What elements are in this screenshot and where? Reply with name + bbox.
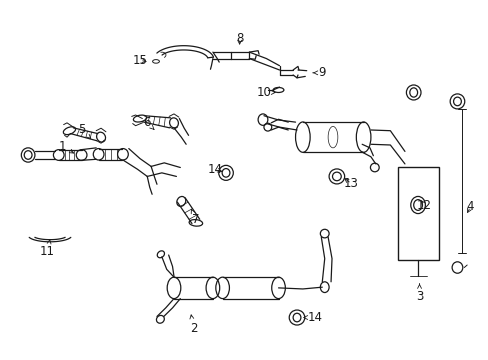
- Text: 1: 1: [58, 140, 73, 153]
- Text: 10: 10: [256, 86, 275, 99]
- Text: 3: 3: [415, 284, 422, 303]
- Text: 4: 4: [466, 200, 473, 213]
- Text: 12: 12: [416, 198, 431, 212]
- Text: 14: 14: [303, 311, 322, 324]
- Text: 6: 6: [143, 116, 154, 130]
- Text: 7: 7: [191, 210, 199, 226]
- Text: 14: 14: [207, 163, 223, 176]
- Text: 5: 5: [78, 123, 90, 138]
- Text: 2: 2: [189, 315, 197, 335]
- Text: 9: 9: [312, 66, 325, 79]
- Text: 11: 11: [40, 239, 55, 258]
- Text: 15: 15: [132, 54, 147, 67]
- Bar: [397, 167, 438, 260]
- Text: 8: 8: [236, 32, 243, 45]
- Text: 13: 13: [344, 177, 358, 190]
